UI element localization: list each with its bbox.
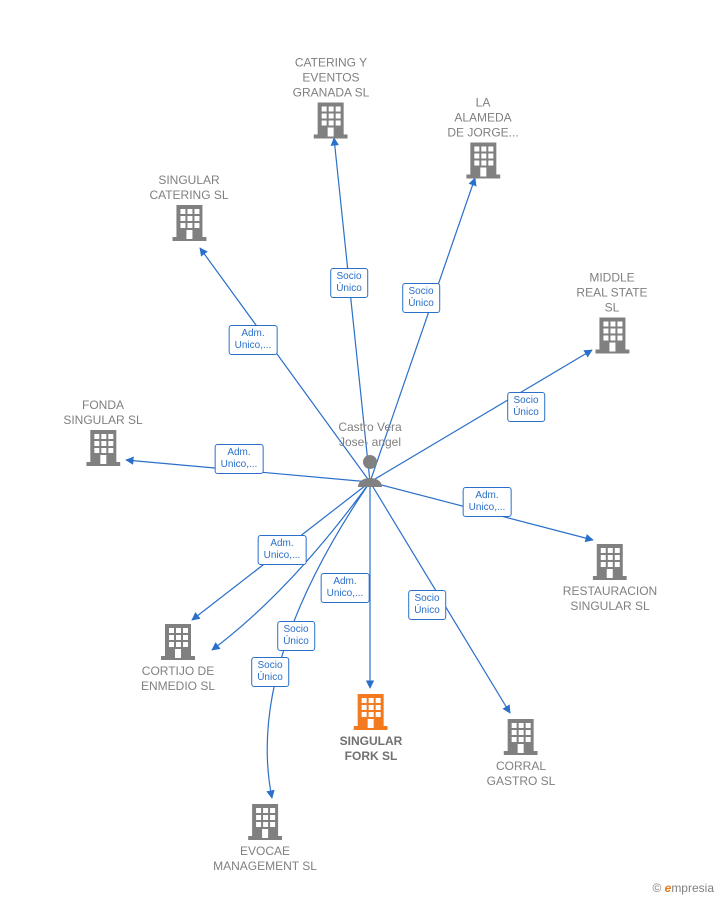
edge-line [370, 350, 592, 482]
copyright-symbol: © [652, 881, 661, 895]
company-label: CORRAL GASTRO SL [487, 759, 556, 789]
company-label: EVOCAE MANAGEMENT SL [213, 844, 317, 874]
company-node[interactable]: SINGULAR FORK SL [340, 692, 403, 764]
company-label: LA ALAMEDA DE JORGE... [447, 96, 518, 141]
company-label: RESTAURACION SINGULAR SL [563, 584, 657, 614]
company-label: CATERING Y EVENTOS GRANADA SL [293, 56, 370, 101]
company-label: MIDDLE REAL STATE SL [576, 271, 647, 316]
company-node[interactable]: LA ALAMEDA DE JORGE... [447, 92, 518, 179]
company-node[interactable]: CORTIJO DE ENMEDIO SL [141, 622, 215, 694]
edge-label: Socio Único [402, 283, 440, 313]
company-label: SINGULAR FORK SL [340, 734, 403, 764]
edge-label: Socio Único [277, 621, 315, 651]
company-label: FONDA SINGULAR SL [63, 398, 142, 428]
edge-label: Adm. Unico,... [258, 535, 307, 565]
edge-label: Adm. Unico,... [321, 573, 370, 603]
edge-label: Adm. Unico,... [229, 325, 278, 355]
company-label: SINGULAR CATERING SL [149, 173, 228, 203]
company-node[interactable]: RESTAURACION SINGULAR SL [563, 542, 657, 614]
edge-label: Socio Único [408, 590, 446, 620]
edge-label: Socio Único [507, 392, 545, 422]
company-node[interactable]: SINGULAR CATERING SL [149, 169, 228, 241]
company-node[interactable]: EVOCAE MANAGEMENT SL [213, 802, 317, 874]
company-label: CORTIJO DE ENMEDIO SL [141, 664, 215, 694]
center-person-node[interactable] [355, 453, 385, 487]
diagram-canvas: Castro Vera Jose- angel CATERING Y EVENTO… [0, 0, 728, 905]
edge-label: Adm. Unico,... [463, 487, 512, 517]
company-node[interactable]: FONDA SINGULAR SL [63, 394, 142, 466]
company-node[interactable]: MIDDLE REAL STATE SL [576, 267, 647, 354]
brand-rest: mpresia [671, 881, 714, 895]
edge-label: Adm. Unico,... [215, 444, 264, 474]
footer-credit: © empresia [652, 881, 714, 895]
edge-label: Socio Único [330, 268, 368, 298]
edge-label: Socio Único [251, 657, 289, 687]
company-node[interactable]: CATERING Y EVENTOS GRANADA SL [293, 52, 370, 139]
company-node[interactable]: CORRAL GASTRO SL [487, 717, 556, 789]
center-person-label: Castro Vera Jose- angel [338, 420, 401, 450]
